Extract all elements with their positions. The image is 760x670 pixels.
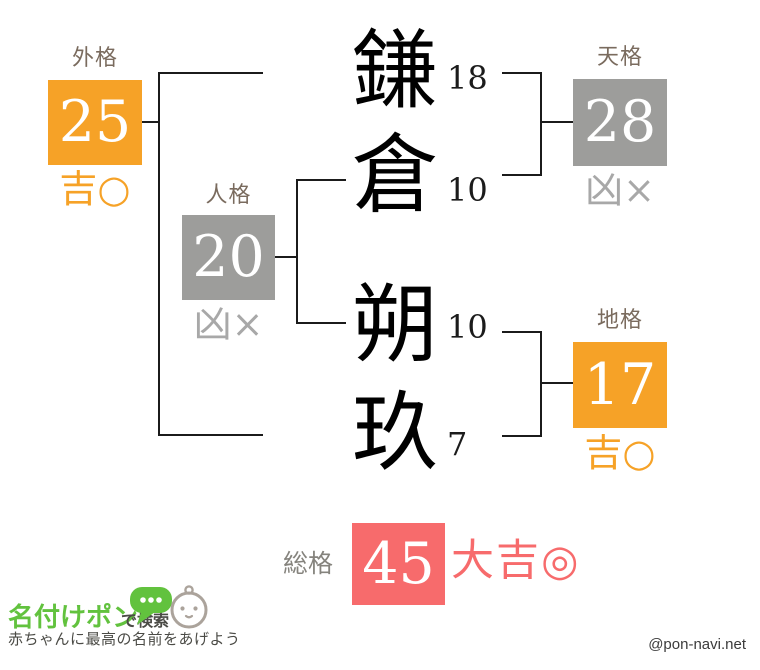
gaikaku-bracket-vertical [158, 72, 160, 436]
chikaku-value-box: 17 [573, 342, 667, 428]
gaikaku-label: 外格 [71, 45, 118, 70]
jinkaku-bracket-vertical [296, 179, 298, 324]
tenkaku-connector [542, 121, 573, 123]
logo-search-suffix: で検索 [121, 613, 170, 630]
gaikaku-value: 25 [58, 89, 132, 155]
jinkaku-bracket-bottom [296, 322, 346, 324]
gaikaku-judgment: 吉○ [59, 167, 131, 211]
chikaku-bracket-bottom [502, 435, 542, 437]
name-char-3: 朔 [352, 275, 438, 375]
stroke-count-3: 10 [447, 308, 488, 346]
soukaku-judgment: 大吉◎ [451, 536, 581, 586]
speech-bubble-icon [130, 587, 172, 625]
soukaku-label: 総格 [283, 550, 334, 578]
logo-tagline: 赤ちゃんに最高の名前をあげよう [8, 631, 241, 648]
chikaku-value: 17 [583, 351, 657, 418]
tenkaku-label: 天格 [596, 44, 643, 69]
name-char-2: 倉 [352, 125, 438, 225]
chikaku-connector [542, 382, 573, 384]
tenkaku-value: 28 [583, 89, 657, 155]
jinkaku-bracket-top [296, 179, 346, 181]
name-char-4: 玖 [352, 383, 438, 483]
stroke-count-1: 18 [447, 59, 488, 97]
tenkaku-bracket-bottom [502, 174, 542, 176]
tenkaku-bracket-top [502, 72, 542, 74]
chikaku-judgment: 吉○ [584, 431, 656, 475]
jinkaku-value-box: 20 [182, 215, 275, 300]
jinkaku-value: 20 [192, 224, 265, 290]
jinkaku-connector [275, 256, 296, 258]
logo-wordmark: 名付けポン [8, 602, 139, 632]
gaikaku-bracket-bottom [158, 434, 263, 436]
stroke-count-4: 7 [447, 425, 468, 463]
jinkaku-judgment: 凶× [193, 302, 264, 346]
tenkaku-value-box: 28 [573, 79, 667, 166]
gaikaku-connector [142, 121, 158, 123]
chikaku-bracket-vertical [540, 331, 542, 437]
tenkaku-judgment: 凶× [585, 168, 655, 212]
soukaku-value: 45 [362, 530, 435, 597]
site-credit: @pon-navi.net [648, 636, 746, 653]
jinkaku-label: 人格 [205, 182, 252, 207]
baby-face-icon [170, 585, 208, 629]
gaikaku-value-box: 25 [48, 80, 142, 165]
soukaku-value-box: 45 [352, 523, 445, 605]
stroke-count-2: 10 [447, 171, 488, 209]
name-char-1: 鎌 [352, 21, 438, 121]
chikaku-bracket-top [502, 331, 542, 333]
gaikaku-bracket-top [158, 72, 263, 74]
chikaku-label: 地格 [596, 307, 643, 332]
tenkaku-bracket-vertical [540, 72, 542, 176]
